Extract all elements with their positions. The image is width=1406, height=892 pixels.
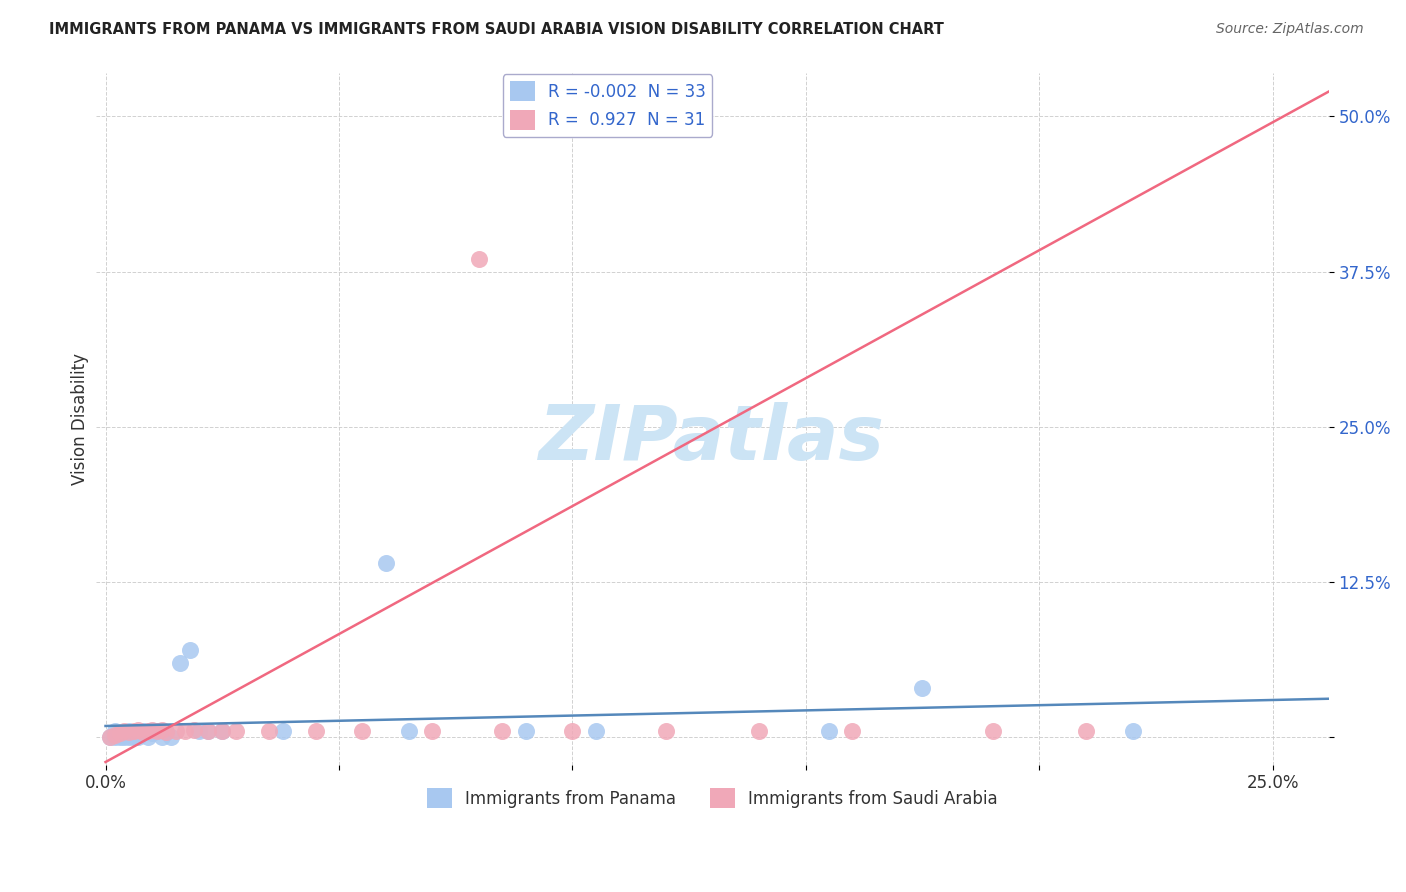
Point <box>118 725 141 739</box>
Point <box>155 725 177 739</box>
Y-axis label: Vision Disability: Vision Disability <box>72 352 89 484</box>
Point <box>108 730 131 744</box>
Point <box>271 723 294 738</box>
Point <box>104 730 127 744</box>
Point <box>141 726 163 740</box>
Point <box>104 723 127 738</box>
Point <box>122 723 145 738</box>
Point <box>146 723 169 738</box>
Point <box>98 730 121 744</box>
Point <box>150 723 173 737</box>
Point <box>160 730 183 744</box>
Point <box>132 723 155 738</box>
Point <box>127 723 149 737</box>
Point <box>468 252 491 267</box>
Point <box>225 723 247 738</box>
Point <box>112 726 135 740</box>
Point <box>118 730 141 744</box>
Point <box>108 728 131 742</box>
Point <box>352 723 374 738</box>
Point <box>257 723 280 738</box>
Text: IMMIGRANTS FROM PANAMA VS IMMIGRANTS FROM SAUDI ARABIA VISION DISABILITY CORRELA: IMMIGRANTS FROM PANAMA VS IMMIGRANTS FRO… <box>49 22 943 37</box>
Point <box>112 723 135 738</box>
Point <box>187 723 209 738</box>
Point <box>104 728 127 742</box>
Point <box>197 723 219 738</box>
Point <box>150 730 173 744</box>
Point <box>911 681 934 695</box>
Point <box>108 726 131 740</box>
Point <box>98 730 121 744</box>
Legend: Immigrants from Panama, Immigrants from Saudi Arabia: Immigrants from Panama, Immigrants from … <box>420 781 1004 815</box>
Point <box>127 726 149 740</box>
Point <box>374 557 396 571</box>
Point <box>420 723 443 738</box>
Point <box>179 643 201 657</box>
Point <box>1122 723 1144 738</box>
Text: Source: ZipAtlas.com: Source: ZipAtlas.com <box>1216 22 1364 37</box>
Point <box>112 730 135 744</box>
Point <box>136 730 159 744</box>
Point <box>654 723 676 738</box>
Point <box>585 723 607 738</box>
Point <box>122 730 145 744</box>
Point <box>211 723 233 738</box>
Point <box>304 723 326 738</box>
Text: ZIPatlas: ZIPatlas <box>540 402 886 476</box>
Point <box>818 723 841 738</box>
Point <box>141 723 163 737</box>
Point <box>127 730 149 744</box>
Point <box>132 725 155 739</box>
Point <box>169 656 191 670</box>
Point <box>1074 723 1097 738</box>
Point <box>515 723 537 738</box>
Point <box>173 723 195 738</box>
Point <box>491 723 513 738</box>
Point <box>197 723 219 738</box>
Point <box>122 725 145 739</box>
Point <box>841 723 863 738</box>
Point <box>981 723 1004 738</box>
Point <box>155 725 177 739</box>
Point <box>561 723 583 738</box>
Point <box>146 723 169 738</box>
Point <box>398 723 420 738</box>
Point <box>165 723 187 738</box>
Point <box>136 723 159 738</box>
Point <box>211 723 233 738</box>
Point <box>183 723 205 737</box>
Point <box>748 723 770 738</box>
Point <box>118 723 141 738</box>
